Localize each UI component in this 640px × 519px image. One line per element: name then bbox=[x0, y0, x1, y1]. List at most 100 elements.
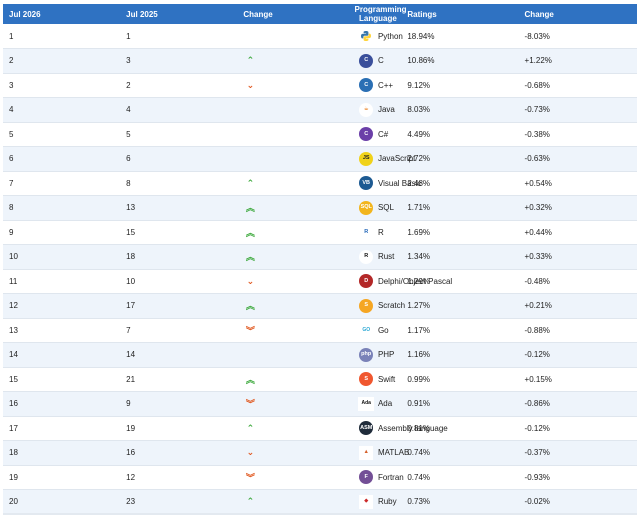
table-row[interactable]: 14 14 php PHP 1.16% -0.12% bbox=[3, 342, 637, 367]
table-row[interactable]: 11 10 ⌄ D Delphi/Object Pascal 1.29% -0.… bbox=[3, 269, 637, 294]
logo-cell: ☕ bbox=[355, 98, 378, 123]
delta-cell: -8.03% bbox=[524, 31, 550, 41]
delta-cell: -0.68% bbox=[524, 80, 550, 90]
table-row[interactable]: 16 9 ︾ Ada Ada 0.91% -0.86% bbox=[3, 391, 637, 417]
down-arrow-icon: ⌄ bbox=[246, 275, 255, 286]
rating-cell: 10.86% bbox=[407, 56, 435, 66]
header-change[interactable]: Change bbox=[243, 9, 273, 19]
up-arrow-icon: ⌃ bbox=[246, 422, 255, 433]
delta-cell: -0.12% bbox=[524, 423, 550, 433]
visual-basic-logo-icon: VB bbox=[359, 176, 374, 191]
rank-now-cell: 9 bbox=[9, 227, 14, 237]
table-row[interactable]: 3 2 ⌄ C C++ 9.12% -0.68% bbox=[3, 73, 637, 98]
ada-logo-icon: Ada bbox=[358, 396, 375, 411]
rating-cell: 0.74% bbox=[407, 448, 431, 458]
table-row[interactable]: 10 18 ︽ R Rust 1.34% +0.33% bbox=[3, 244, 637, 270]
rating-cell: 1.16% bbox=[407, 350, 431, 360]
language-name-cell[interactable]: C# bbox=[377, 129, 389, 139]
language-name-cell[interactable]: SQL bbox=[377, 203, 394, 213]
rank-now-cell: 17 bbox=[9, 423, 18, 433]
rating-cell: 1.17% bbox=[407, 325, 431, 335]
table-row[interactable]: 20 23 ⌃ ◆ Ruby 0.73% -0.02% bbox=[3, 489, 637, 514]
language-name-cell[interactable]: Python bbox=[377, 31, 403, 41]
language-name-cell[interactable]: Delphi/Object Pascal bbox=[377, 276, 453, 286]
language-name-cell[interactable]: PHP bbox=[377, 350, 395, 360]
logo-cell: ASM bbox=[355, 416, 378, 441]
table-row[interactable]: 18 16 ⌄ ▲ MATLAB 0.74% -0.37% bbox=[3, 440, 637, 466]
rank-prev-cell: 3 bbox=[126, 56, 131, 66]
table-row[interactable]: 8 13 ︽ SQL SQL 1.71% +0.32% bbox=[3, 195, 637, 220]
rank-now-cell: 6 bbox=[9, 154, 14, 164]
header-rank-prev[interactable]: Jul 2025 bbox=[126, 9, 158, 19]
rank-prev-cell: 14 bbox=[126, 350, 136, 360]
rank-prev-cell: 21 bbox=[126, 374, 136, 384]
logo-cell: JS bbox=[355, 147, 378, 172]
trend-cell: ⌄ bbox=[237, 73, 354, 98]
javascript-logo-icon: JS bbox=[359, 151, 374, 166]
trend-cell bbox=[237, 98, 354, 123]
language-name-cell[interactable]: Visual Basic bbox=[377, 178, 422, 188]
trend-cell bbox=[237, 24, 354, 49]
language-name-cell[interactable]: Assembly language bbox=[377, 423, 448, 433]
table-row[interactable]: 1 1 Python 18.94% -8.03% bbox=[3, 24, 637, 49]
c-logo-icon: C bbox=[359, 53, 374, 68]
table-row[interactable]: 15 21 ︽ S Swift 0.99% +0.15% bbox=[3, 367, 637, 392]
rank-now-cell: 15 bbox=[9, 374, 18, 384]
header-ratings[interactable]: Ratings bbox=[407, 9, 437, 19]
trend-cell: ︾ bbox=[237, 392, 354, 417]
table-row[interactable]: 5 5 C C# 4.49% -0.38% bbox=[3, 122, 637, 147]
double-down-arrow-icon: ︾ bbox=[245, 399, 255, 410]
delta-cell: -0.12% bbox=[524, 350, 550, 360]
table-row[interactable]: 6 6 JS JavaScript 2.72% -0.63% bbox=[3, 146, 637, 172]
trend-cell: ︽ bbox=[237, 245, 354, 270]
language-name-cell[interactable]: Rust bbox=[377, 252, 395, 262]
language-name-cell[interactable]: Go bbox=[377, 325, 389, 335]
up-arrow-icon: ⌃ bbox=[246, 55, 255, 66]
language-name-cell[interactable]: Scratch bbox=[377, 301, 406, 311]
logo-cell: GO bbox=[355, 318, 378, 343]
rank-prev-cell: 2 bbox=[126, 80, 131, 90]
table-row[interactable]: 17 19 ⌃ ASM Assembly language 0.81% -0.1… bbox=[3, 416, 637, 441]
csharp-logo-icon: C bbox=[359, 127, 374, 142]
rating-cell: 1.27% bbox=[407, 301, 431, 311]
rating-cell: 8.03% bbox=[407, 105, 431, 115]
header-rank-now[interactable]: Jul 2026 bbox=[9, 9, 41, 19]
language-name-cell[interactable]: Ruby bbox=[377, 497, 397, 507]
language-name-cell[interactable]: Java bbox=[377, 105, 395, 115]
delta-cell: -0.63% bbox=[524, 154, 550, 164]
trend-cell: ︽ bbox=[237, 367, 354, 392]
rank-prev-cell: 13 bbox=[126, 203, 136, 213]
rank-now-cell: 14 bbox=[9, 350, 18, 360]
language-name-cell[interactable]: C++ bbox=[377, 80, 394, 90]
rank-prev-cell: 10 bbox=[126, 276, 136, 286]
logo-cell: ▲ bbox=[355, 441, 378, 466]
trend-cell: ⌃ bbox=[237, 416, 354, 441]
language-name-cell[interactable]: Fortran bbox=[377, 472, 404, 482]
rank-prev-cell: 1 bbox=[126, 31, 131, 41]
logo-cell: F bbox=[355, 465, 378, 490]
language-name-cell[interactable]: C bbox=[377, 56, 384, 66]
table-row[interactable]: 4 4 ☕ Java 8.03% -0.73% bbox=[3, 97, 637, 123]
table-row[interactable]: 9 15 ︽ R R 1.69% +0.44% bbox=[3, 220, 637, 245]
rating-cell: 2.72% bbox=[407, 154, 431, 164]
header-delta[interactable]: Change bbox=[524, 9, 554, 19]
up-arrow-icon: ⌃ bbox=[246, 177, 255, 188]
trend-cell bbox=[237, 147, 354, 172]
header-language[interactable]: Programming Language bbox=[354, 5, 407, 23]
table-row[interactable]: 13 7 ︾ GO Go 1.17% -0.88% bbox=[3, 318, 637, 343]
table-row[interactable]: 12 17 ︽ S Scratch 1.27% +0.21% bbox=[3, 293, 637, 318]
delta-cell: -0.86% bbox=[524, 399, 550, 409]
delta-cell: +0.54% bbox=[524, 178, 552, 188]
delta-cell: -0.02% bbox=[524, 497, 550, 507]
rating-cell: 2.48% bbox=[407, 178, 431, 188]
rank-now-cell: 18 bbox=[9, 448, 18, 458]
language-name-cell[interactable]: Ada bbox=[377, 399, 393, 409]
table-row[interactable]: 2 3 ⌃ C C 10.86% +1.22% bbox=[3, 48, 637, 73]
table-row[interactable]: 7 8 ⌃ VB Visual Basic 2.48% +0.54% bbox=[3, 171, 637, 196]
language-name-cell[interactable]: JavaScript bbox=[377, 154, 416, 164]
language-name-cell[interactable]: MATLAB bbox=[377, 448, 410, 458]
language-name-cell[interactable]: R bbox=[377, 227, 384, 237]
language-name-cell[interactable]: Swift bbox=[377, 374, 396, 384]
table-row[interactable]: 19 12 ︾ F Fortran 0.74% -0.93% bbox=[3, 465, 637, 490]
delta-cell: +1.22% bbox=[524, 56, 552, 66]
